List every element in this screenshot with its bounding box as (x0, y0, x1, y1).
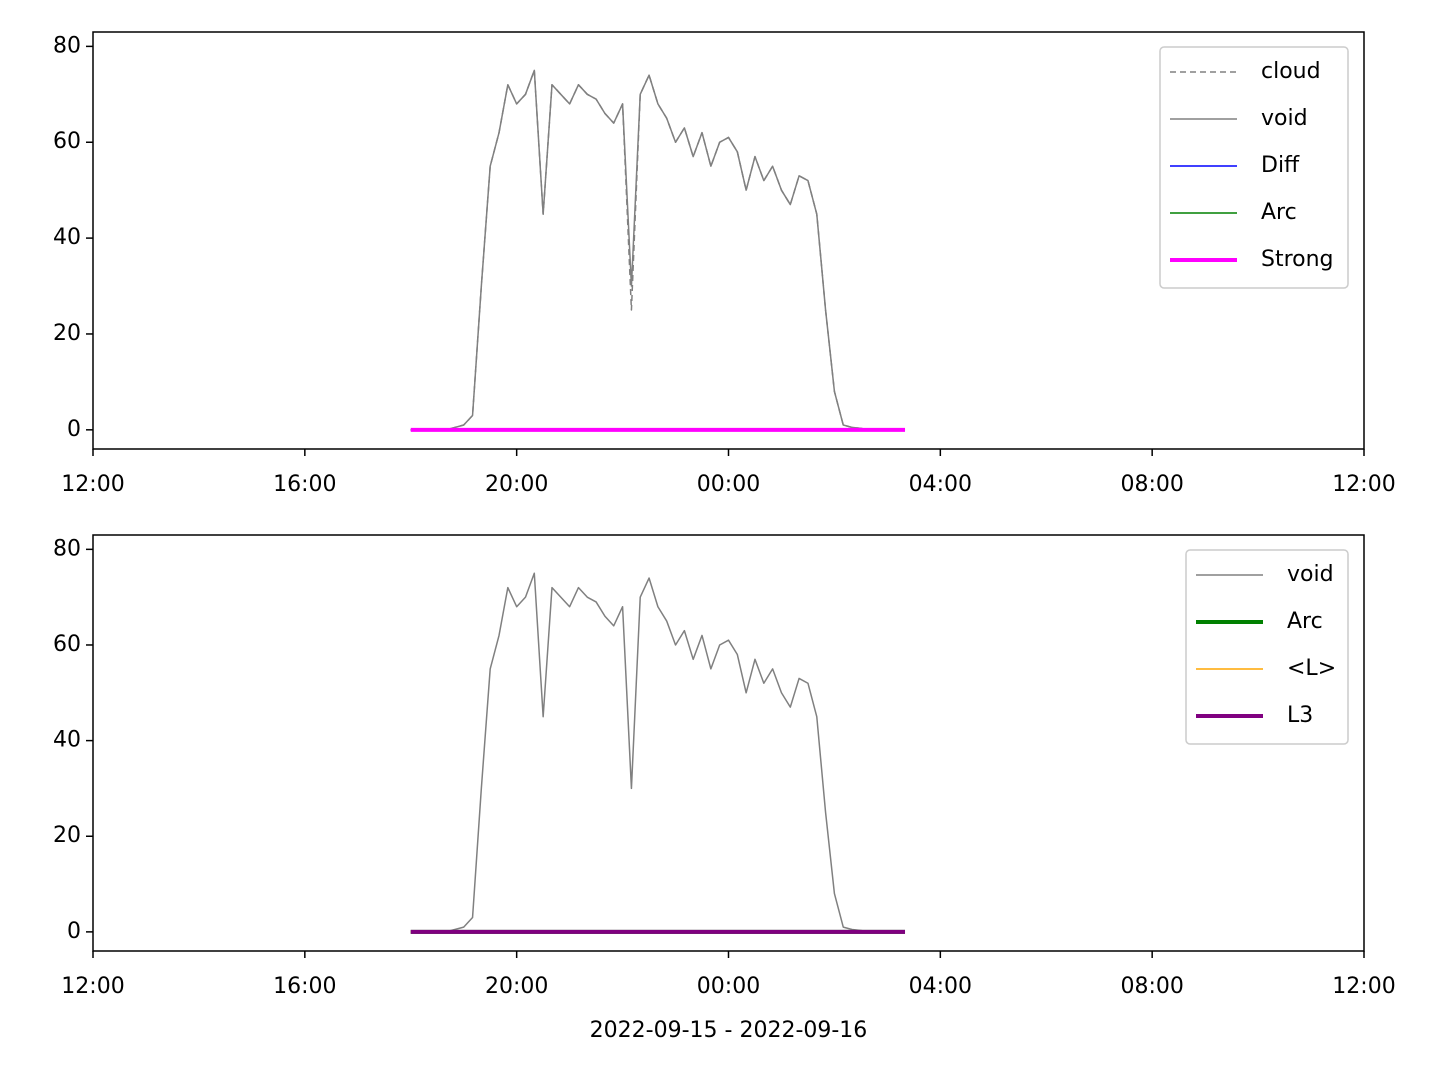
legend-label: Arc (1287, 609, 1323, 634)
legend-label: void (1261, 106, 1308, 131)
y-tick-label: 20 (53, 321, 81, 346)
series-line (410, 69, 906, 431)
x-tick-label: 16:00 (273, 974, 336, 999)
x-tick-label: 12:00 (1332, 974, 1395, 999)
legend-label: void (1287, 562, 1334, 587)
axes-frame (92, 534, 1365, 952)
x-tick-label: 04:00 (909, 974, 972, 999)
legend-label: cloud (1261, 59, 1321, 84)
y-tick-label: 20 (53, 823, 81, 848)
legend-frame (1159, 46, 1349, 289)
legend-label: <L> (1287, 656, 1336, 681)
legend-label: Strong (1261, 247, 1334, 272)
y-tick-label: 0 (67, 417, 81, 442)
series-line (410, 572, 906, 933)
legend: void Arc <L> L3 (1185, 549, 1349, 745)
y-tick-label: 80 (53, 33, 81, 58)
axes: 0 20 40 60 80 12:00 16:00 20:00 00:00 04:00 08:00 1… (53, 534, 1396, 1043)
axes: 0 20 40 60 80 12:00 16:00 20:00 00:00 04:00 08:00 1… (53, 31, 1396, 497)
series-line (410, 69, 906, 431)
x-tick-label: 12:00 (61, 472, 124, 497)
legend-label: Arc (1261, 200, 1297, 225)
legend-label: Diff (1261, 153, 1300, 178)
y-tick-label: 80 (53, 536, 81, 561)
y-tick-label: 40 (53, 728, 81, 753)
axes-frame (92, 31, 1365, 450)
legend-label: L3 (1287, 703, 1313, 728)
y-tick-label: 60 (53, 129, 81, 154)
x-tick-label: 20:00 (485, 974, 548, 999)
x-tick-label: 12:00 (1332, 472, 1395, 497)
x-tick-label: 12:00 (61, 974, 124, 999)
x-tick-label: 00:00 (697, 472, 760, 497)
legend: cloud void Diff Arc Strong (1159, 46, 1349, 289)
y-tick-label: 40 (53, 225, 81, 250)
y-tick-label: 0 (67, 919, 81, 944)
x-tick-label: 08:00 (1120, 472, 1183, 497)
x-tick-label: 20:00 (485, 472, 548, 497)
x-tick-label: 04:00 (909, 472, 972, 497)
x-axis-label: 2022-09-15 - 2022-09-16 (590, 1018, 868, 1043)
x-tick-label: 00:00 (697, 974, 760, 999)
x-tick-label: 16:00 (273, 472, 336, 497)
x-tick-label: 08:00 (1120, 974, 1183, 999)
y-tick-label: 60 (53, 632, 81, 657)
legend-frame (1185, 549, 1349, 745)
